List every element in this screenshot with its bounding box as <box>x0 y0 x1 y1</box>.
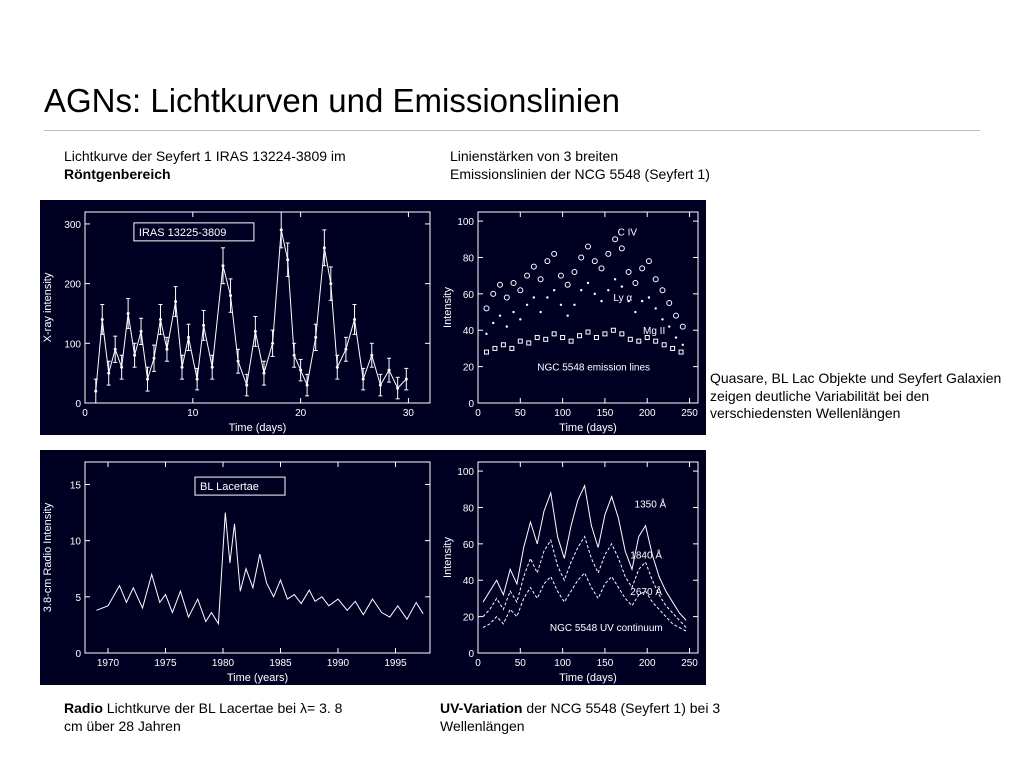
svg-text:Intensity: Intensity <box>442 537 454 578</box>
svg-text:250: 250 <box>681 408 698 419</box>
svg-text:0: 0 <box>475 658 481 669</box>
svg-text:1985: 1985 <box>269 658 292 669</box>
svg-text:200: 200 <box>639 658 656 669</box>
svg-text:150: 150 <box>597 408 614 419</box>
svg-text:3.8-cm Radio Intensity: 3.8-cm Radio Intensity <box>42 502 54 612</box>
svg-text:30: 30 <box>403 408 415 419</box>
svg-text:Time (days): Time (days) <box>559 422 617 434</box>
svg-text:40: 40 <box>463 326 475 337</box>
svg-text:X-ray intensity: X-ray intensity <box>42 272 54 342</box>
svg-text:IRAS 13225-3809: IRAS 13225-3809 <box>139 227 226 239</box>
svg-text:1970: 1970 <box>97 658 120 669</box>
svg-text:80: 80 <box>463 503 475 514</box>
svg-text:20: 20 <box>463 613 475 624</box>
svg-text:20: 20 <box>463 363 475 374</box>
side-text: Quasare, BL Lac Objekte und Seyfert Gala… <box>710 370 1015 423</box>
caption-top-right: Linienstärken von 3 breiten Emissionslin… <box>450 148 710 183</box>
svg-text:60: 60 <box>463 290 475 301</box>
svg-text:10: 10 <box>70 537 82 548</box>
svg-text:1350 Å: 1350 Å <box>635 497 667 510</box>
svg-text:C IV: C IV <box>618 228 638 239</box>
svg-text:Time (years): Time (years) <box>227 672 288 684</box>
caption-bottom-left: Radio Lichtkurve der BL Lacertae bei λ= … <box>64 700 364 735</box>
svg-text:NGC 5548 emission lines: NGC 5548 emission lines <box>537 362 650 373</box>
svg-text:250: 250 <box>681 658 698 669</box>
svg-text:20: 20 <box>295 408 307 419</box>
svg-text:200: 200 <box>64 280 81 291</box>
svg-text:200: 200 <box>639 408 656 419</box>
chart-uv-continuum: 0 50 100 150 200 250 0 20 40 60 80 100 Time (days) In… <box>440 450 706 685</box>
svg-text:10: 10 <box>187 408 199 419</box>
svg-text:100: 100 <box>554 408 571 419</box>
svg-text:Time (days): Time (days) <box>229 422 287 434</box>
svg-text:0: 0 <box>475 408 481 419</box>
svg-text:50: 50 <box>515 408 527 419</box>
caption-top-left: Lichtkurve der Seyfert 1 IRAS 13224-3809… <box>64 148 374 183</box>
title-rule <box>44 130 980 131</box>
svg-text:80: 80 <box>463 253 475 264</box>
svg-text:0: 0 <box>75 649 81 660</box>
svg-text:Mg II: Mg II <box>643 326 665 337</box>
chart-emission-lines: 0 50 100 150 200 250 0 20 40 60 80 100 Time (days) In… <box>440 200 706 435</box>
svg-text:Ly α: Ly α <box>613 293 632 304</box>
svg-text:NGC 5548 UV continuum: NGC 5548 UV continuum <box>550 623 663 634</box>
svg-text:100: 100 <box>64 339 81 350</box>
svg-text:50: 50 <box>515 658 527 669</box>
caption-bottom-right: UV-Variation der NCG 5548 (Seyfert 1) be… <box>440 700 740 735</box>
svg-text:0: 0 <box>468 399 474 410</box>
svg-text:0: 0 <box>468 649 474 660</box>
svg-text:100: 100 <box>554 658 571 669</box>
svg-text:40: 40 <box>463 576 475 587</box>
svg-text:300: 300 <box>64 220 81 231</box>
svg-text:100: 100 <box>457 217 474 228</box>
svg-text:60: 60 <box>463 540 475 551</box>
svg-text:BL Lacertae: BL Lacertae <box>200 481 259 493</box>
svg-text:15: 15 <box>70 480 82 491</box>
svg-text:100: 100 <box>457 467 474 478</box>
svg-text:0: 0 <box>75 399 81 410</box>
svg-text:0: 0 <box>82 408 88 419</box>
svg-text:150: 150 <box>597 658 614 669</box>
chart-radio-lightcurve: 1970 1975 1980 1985 1990 1995 0 5 10 15 Time (year… <box>40 450 440 685</box>
svg-text:1980: 1980 <box>212 658 235 669</box>
svg-text:2670 Å: 2670 Å <box>630 585 662 598</box>
chart-xray-lightcurve: 01020300100200300Time (days)X-ray intens… <box>40 200 440 435</box>
svg-text:1975: 1975 <box>154 658 177 669</box>
svg-text:1990: 1990 <box>327 658 350 669</box>
svg-text:5: 5 <box>75 593 81 604</box>
svg-text:Time (days): Time (days) <box>559 672 617 684</box>
page-title: AGNs: Lichtkurven und Emissionslinien <box>44 82 620 120</box>
svg-text:Intensity: Intensity <box>442 287 454 328</box>
svg-text:1995: 1995 <box>384 658 407 669</box>
svg-text:1840 Å: 1840 Å <box>630 548 662 561</box>
